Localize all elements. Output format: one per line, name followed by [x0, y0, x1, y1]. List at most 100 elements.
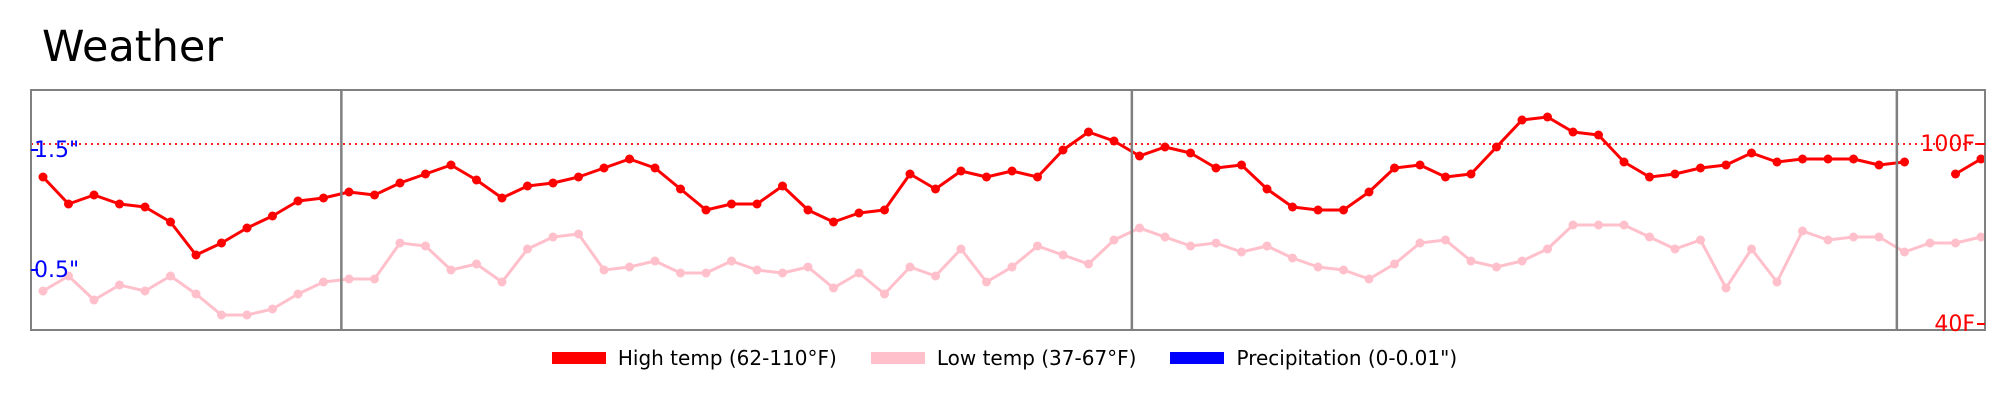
- data-point-high-7: [217, 238, 226, 248]
- data-point-high-47: [1237, 160, 1246, 170]
- data-point-high-40: [1058, 145, 1068, 155]
- data-point-low-2: [89, 295, 99, 305]
- data-point-high-60: [1568, 127, 1578, 137]
- data-point-high-0: [38, 172, 48, 182]
- data-point-low-16: [446, 265, 456, 275]
- data-point-high-58: [1517, 115, 1527, 125]
- data-point-low-45: [1186, 241, 1195, 251]
- data-point-low-6: [191, 289, 201, 299]
- weather-chart: 100F 40F 1.5" 0.5": [30, 89, 1986, 337]
- data-point-low-7: [217, 310, 226, 320]
- data-point-low-51: [1339, 265, 1348, 275]
- data-point-low-60: [1568, 220, 1578, 230]
- data-point-low-22: [599, 265, 609, 275]
- data-point-low-38: [1007, 262, 1017, 272]
- data-point-low-61: [1594, 220, 1603, 230]
- data-point-low-32: [854, 268, 864, 278]
- data-point-high-41: [1084, 127, 1093, 137]
- data-point-low-37: [982, 277, 991, 287]
- data-point-high-4: [140, 202, 150, 212]
- data-point-low-31: [829, 283, 838, 293]
- data-point-low-17: [472, 259, 481, 269]
- data-point-low-19: [523, 244, 532, 254]
- data-point-low-75: [1951, 238, 1960, 248]
- temp-tick-label-0: 100F: [1920, 132, 1975, 157]
- data-point-high-53: [1390, 163, 1399, 173]
- data-point-high-15: [421, 169, 430, 179]
- data-point-low-11: [319, 277, 328, 287]
- data-point-low-18: [497, 277, 507, 287]
- precip-tick-label-0: 1.5": [34, 138, 79, 163]
- data-point-high-46: [1211, 163, 1221, 173]
- data-point-high-69: [1798, 154, 1807, 164]
- data-point-low-8: [242, 310, 252, 320]
- legend-swatch-low: [870, 352, 925, 364]
- data-point-low-72: [1874, 232, 1884, 242]
- data-point-high-30: [803, 205, 813, 215]
- data-point-low-3: [115, 280, 124, 290]
- legend: High temp (62-110°F) Low temp (37-67°F) …: [0, 342, 2009, 374]
- data-point-low-5: [166, 271, 175, 281]
- data-point-high-5: [166, 217, 175, 227]
- data-point-low-44: [1160, 232, 1170, 242]
- data-point-high-14: [395, 178, 405, 188]
- legend-label-low: Low temp (37-67°F): [936, 346, 1137, 370]
- data-point-high-73: [1900, 157, 1909, 167]
- legend-item-low: Low temp (37-67°F): [870, 346, 1137, 370]
- chart-title: Weather: [42, 22, 224, 72]
- data-point-low-63: [1645, 232, 1654, 242]
- data-point-high-70: [1823, 154, 1833, 164]
- data-point-low-53: [1390, 259, 1399, 269]
- data-point-high-72: [1874, 160, 1884, 170]
- data-point-low-29: [778, 268, 787, 278]
- data-point-low-20: [548, 232, 558, 242]
- data-point-low-30: [803, 262, 813, 272]
- legend-item-precip: Precipitation (0-0.01"): [1170, 346, 1457, 370]
- data-point-high-52: [1364, 187, 1374, 197]
- data-point-high-51: [1339, 205, 1348, 215]
- data-point-high-64: [1670, 169, 1680, 179]
- data-point-low-12: [344, 274, 354, 284]
- data-point-low-71: [1849, 232, 1858, 242]
- data-point-high-36: [956, 166, 966, 176]
- data-point-low-0: [38, 286, 48, 296]
- data-point-high-8: [242, 223, 252, 233]
- data-point-high-57: [1492, 142, 1501, 152]
- data-point-high-37: [982, 172, 991, 182]
- data-point-low-74: [1925, 238, 1935, 248]
- data-point-low-67: [1747, 244, 1756, 254]
- data-point-low-14: [395, 238, 405, 248]
- data-point-low-24: [650, 256, 660, 266]
- data-point-high-59: [1543, 112, 1552, 122]
- data-point-high-33: [880, 205, 889, 215]
- data-point-low-34: [905, 262, 915, 272]
- data-point-low-48: [1262, 241, 1272, 251]
- legend-swatch-high: [551, 352, 606, 364]
- data-point-high-23: [625, 154, 634, 164]
- data-point-high-42: [1109, 136, 1119, 146]
- data-point-high-76: [1976, 154, 1986, 164]
- data-point-high-71: [1849, 154, 1858, 164]
- data-point-high-3: [115, 199, 124, 209]
- data-point-high-20: [548, 178, 558, 188]
- data-point-low-42: [1109, 235, 1119, 245]
- data-point-high-9: [268, 211, 277, 221]
- data-point-low-55: [1441, 235, 1450, 245]
- data-point-high-21: [574, 172, 583, 182]
- series-line-high-1: [1954, 157, 1982, 176]
- data-point-high-10: [293, 196, 303, 206]
- data-point-low-66: [1721, 283, 1731, 293]
- data-point-high-50: [1313, 205, 1323, 215]
- data-point-low-69: [1798, 226, 1807, 236]
- data-point-high-12: [344, 187, 354, 197]
- data-point-low-68: [1772, 277, 1782, 287]
- data-point-high-22: [599, 163, 609, 173]
- data-point-low-64: [1670, 244, 1680, 254]
- data-point-low-4: [140, 286, 150, 296]
- data-point-high-49: [1288, 202, 1297, 212]
- data-point-high-45: [1186, 148, 1195, 158]
- data-point-high-29: [778, 181, 787, 191]
- data-point-low-70: [1823, 235, 1833, 245]
- data-point-low-28: [752, 265, 762, 275]
- data-point-high-6: [191, 250, 201, 260]
